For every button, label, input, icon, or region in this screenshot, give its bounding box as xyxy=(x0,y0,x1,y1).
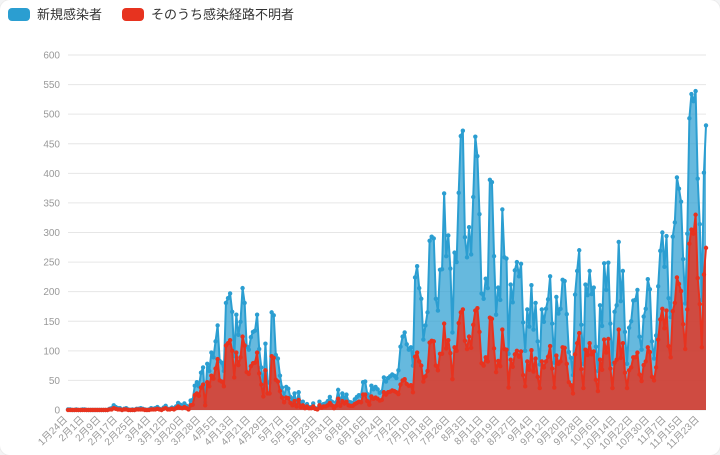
legend-item-unknown-route[interactable]: そのうち感染経路不明者 xyxy=(122,8,294,21)
legend-label-new-cases: 新規感染者 xyxy=(37,7,103,22)
series-1-markers[interactable] xyxy=(65,212,709,413)
legend-swatch-new-cases xyxy=(8,8,30,21)
svg-text:50: 50 xyxy=(49,376,61,387)
svg-text:0: 0 xyxy=(54,406,60,417)
legend-label-unknown-route: そのうち感染経路不明者 xyxy=(151,7,295,22)
legend: 新規感染者 そのうち感染経路不明者 xyxy=(8,8,294,21)
legend-swatch-unknown-route xyxy=(122,8,145,21)
y-gridlines xyxy=(68,54,706,411)
series-1[interactable] xyxy=(65,212,709,413)
legend-item-new-cases[interactable]: 新規感染者 xyxy=(8,8,102,21)
svg-text:450: 450 xyxy=(43,139,60,150)
y-axis-labels: 0 50 100 150 200 250 300 350 400 450 500 550 600 xyxy=(43,51,60,417)
svg-text:150: 150 xyxy=(43,317,60,328)
svg-text:300: 300 xyxy=(43,228,60,239)
series-0[interactable] xyxy=(65,88,709,413)
svg-text:250: 250 xyxy=(43,258,60,269)
svg-text:350: 350 xyxy=(43,198,60,209)
svg-text:400: 400 xyxy=(43,169,60,180)
svg-text:200: 200 xyxy=(43,287,60,298)
series-0-markers[interactable] xyxy=(65,88,709,413)
svg-text:550: 550 xyxy=(43,80,60,91)
svg-text:600: 600 xyxy=(43,51,60,62)
x-axis-labels: 1月24日2月1日2月9日2月17日2月25日3月4日3月12日3月20日3月2… xyxy=(36,414,702,452)
svg-text:100: 100 xyxy=(43,346,60,357)
svg-text:500: 500 xyxy=(43,110,60,121)
